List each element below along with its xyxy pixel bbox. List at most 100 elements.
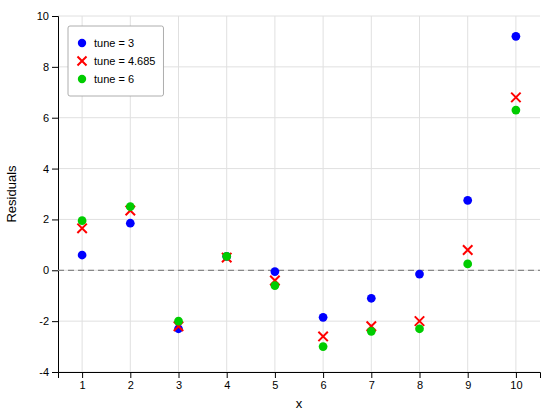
tick-mark: [52, 372, 58, 373]
point: [511, 93, 520, 102]
tick-label: 8: [417, 379, 423, 391]
tick-mark: [420, 372, 421, 378]
point: [367, 294, 376, 303]
tick-mark: [516, 372, 517, 378]
legend-swatch: [78, 39, 86, 47]
tick-label: 4: [224, 379, 230, 391]
tick-label: -2: [39, 315, 49, 327]
point: [319, 313, 328, 322]
grid-line: [58, 168, 540, 169]
point: [318, 332, 327, 341]
tick-label: 4: [43, 163, 49, 175]
tick: 0: [43, 264, 58, 276]
legend: tune = 3tune = 4.685tune = 6: [68, 26, 163, 96]
grid-line: [226, 16, 227, 372]
point: [512, 32, 521, 41]
tick: 3: [176, 372, 182, 391]
point: [222, 253, 231, 262]
grid-line: [371, 16, 372, 372]
point: [222, 252, 231, 261]
point: [126, 219, 135, 228]
tick-label: 5: [272, 379, 278, 391]
plot-area: [58, 32, 540, 351]
tick: 1: [80, 372, 86, 391]
grid-line: [274, 16, 275, 372]
series: [77, 93, 520, 341]
grid: [58, 16, 540, 372]
legend-label: tune = 3: [94, 37, 134, 49]
x-axis-label: x: [296, 396, 303, 411]
tick-mark: [52, 16, 58, 17]
tick-label: 9: [465, 379, 471, 391]
point: [78, 216, 87, 225]
point: [174, 317, 183, 326]
tick-mark: [52, 219, 58, 220]
tick: 4: [224, 372, 230, 391]
tick-mark: [323, 372, 324, 378]
tick-label: 10: [37, 10, 49, 22]
grid-line: [419, 16, 420, 372]
chart: 1 2 3 4 5 6 7 8 9 10 -4 -2 0 2 4 6 8 10 x Residuals tune = 3…: [0, 0, 560, 420]
tick-mark: [130, 372, 131, 378]
point: [271, 267, 280, 276]
tick: -4: [39, 366, 58, 378]
point: [415, 270, 424, 279]
point: [367, 327, 376, 336]
tick-label: 2: [128, 379, 134, 391]
grid-line: [58, 16, 540, 17]
legend-swatch: [78, 75, 86, 83]
tick: 10: [37, 10, 58, 22]
tick-label: 0: [43, 264, 49, 276]
tick-mark: [52, 169, 58, 170]
y-axis: -4 -2 0 2 4 6 8 10: [37, 10, 59, 378]
point: [271, 281, 280, 290]
tick-label: 8: [43, 61, 49, 73]
tick-mark: [52, 321, 58, 322]
point: [126, 202, 135, 211]
tick: 5: [272, 372, 278, 391]
tick-mark: [52, 118, 58, 119]
reference-line: [58, 270, 540, 271]
tick: 7: [369, 372, 375, 391]
point: [415, 324, 424, 333]
point: [463, 260, 472, 269]
grid-line: [58, 270, 540, 271]
tick: 2: [128, 372, 134, 391]
grid-line: [58, 321, 540, 322]
point: [463, 196, 472, 205]
grid-line: [58, 117, 540, 118]
x-axis: 1 2 3 4 5 6 7 8 9 10: [59, 372, 541, 391]
axis-domain: [52, 17, 59, 373]
tick-mark: [275, 372, 276, 378]
tick-label: 6: [321, 379, 327, 391]
tick-mark: [82, 372, 83, 378]
point: [222, 252, 231, 261]
tick: 9: [465, 372, 471, 391]
tick-mark: [52, 270, 58, 271]
y-axis-label: Residuals: [4, 165, 19, 223]
grid-line: [515, 16, 516, 372]
tick-mark: [179, 372, 180, 378]
series: [78, 106, 521, 351]
tick: 8: [417, 372, 423, 391]
tick-label: 10: [510, 379, 522, 391]
tick-label: 3: [176, 379, 182, 391]
tick: 8: [43, 61, 58, 73]
tick: 6: [321, 372, 327, 391]
tick-label: 2: [43, 213, 49, 225]
legend-swatch: [77, 56, 86, 65]
tick: 2: [43, 213, 58, 225]
point: [319, 342, 328, 351]
tick-mark: [52, 67, 58, 68]
point: [512, 106, 521, 115]
tick: 10: [510, 372, 522, 391]
grid-line: [467, 16, 468, 372]
tick-label: -4: [39, 366, 49, 378]
tick: -2: [39, 315, 58, 327]
tick-mark: [371, 372, 372, 378]
tick-label: 6: [43, 112, 49, 124]
tick: 4: [43, 163, 58, 175]
point: [78, 251, 87, 260]
legend-box: [68, 26, 163, 96]
tick-label: 7: [369, 379, 375, 391]
